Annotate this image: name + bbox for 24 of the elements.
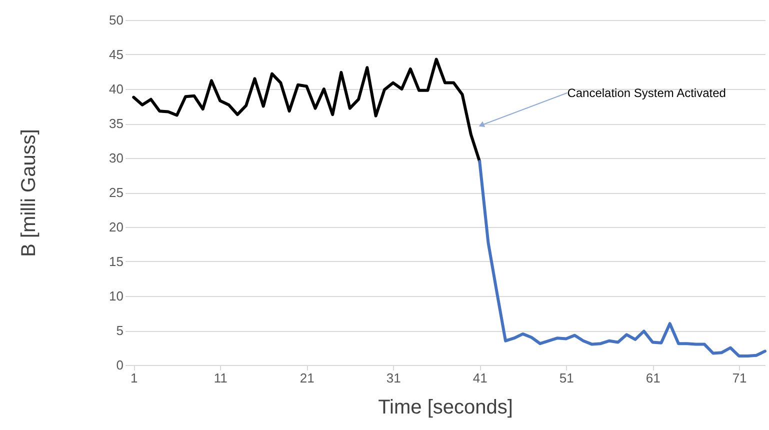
y-tick-label: 0	[116, 358, 124, 372]
y-tick-label: 25	[109, 185, 124, 200]
x-axis-title: Time [seconds]	[378, 396, 513, 418]
y-tick-label: 45	[109, 47, 124, 62]
y-tick-label: 5	[116, 323, 124, 338]
y-tick-label: 35	[109, 116, 124, 131]
x-tick-label: 11	[214, 370, 228, 386]
y-tick-label: 10	[109, 288, 124, 304]
line-series	[478, 160, 766, 358]
y-tick-label: 30	[109, 150, 124, 166]
x-tick-label: 31	[386, 370, 401, 386]
y-tick-label: 40	[109, 82, 124, 96]
line-series	[132, 58, 482, 163]
x-tick-label: 71	[732, 370, 747, 386]
x-tick-label: 41	[472, 370, 488, 386]
x-tick-label: 1	[130, 370, 138, 386]
y-tick-label: 15	[109, 254, 124, 269]
y-tick-label: 20	[109, 220, 124, 234]
x-tick-label: 21	[300, 370, 314, 386]
x-tick-label: 51	[559, 370, 574, 386]
y-axis-title: B [milli Gauss]	[18, 129, 40, 257]
y-tick-label: 50	[109, 12, 124, 28]
annotation: Cancelation System Activated	[567, 86, 726, 100]
x-tick-label: 61	[646, 370, 660, 386]
